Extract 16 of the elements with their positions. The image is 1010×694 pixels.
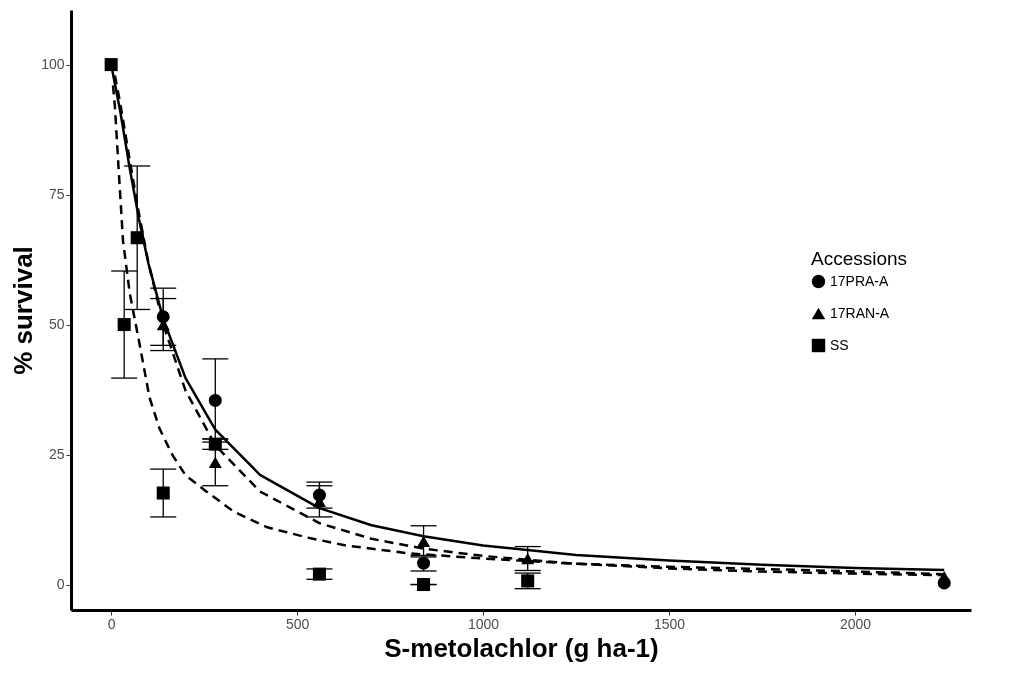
legend-label: SS <box>830 336 849 353</box>
legend-title: Accessions <box>811 248 908 269</box>
x-tick-label: 500 <box>285 615 310 632</box>
x-axis-title: S-metolachlor (g ha-1) <box>384 632 659 663</box>
y-axis-title: % survival <box>8 246 39 375</box>
legend-label: 17PRA-A <box>830 272 890 289</box>
y-tick-label: 0 <box>56 576 65 593</box>
x-tick-label: 0 <box>107 615 116 632</box>
y-tick-label: 75 <box>48 186 65 203</box>
x-tick-label: 2000 <box>839 615 872 632</box>
y-tick-label: 25 <box>48 446 65 463</box>
x-tick-label: 1000 <box>467 615 500 632</box>
x-tick-label: 1500 <box>653 615 686 632</box>
y-tick-label: 100 <box>41 56 65 73</box>
legend-label: 17RAN-A <box>830 304 890 321</box>
y-tick-label: 50 <box>48 316 65 333</box>
